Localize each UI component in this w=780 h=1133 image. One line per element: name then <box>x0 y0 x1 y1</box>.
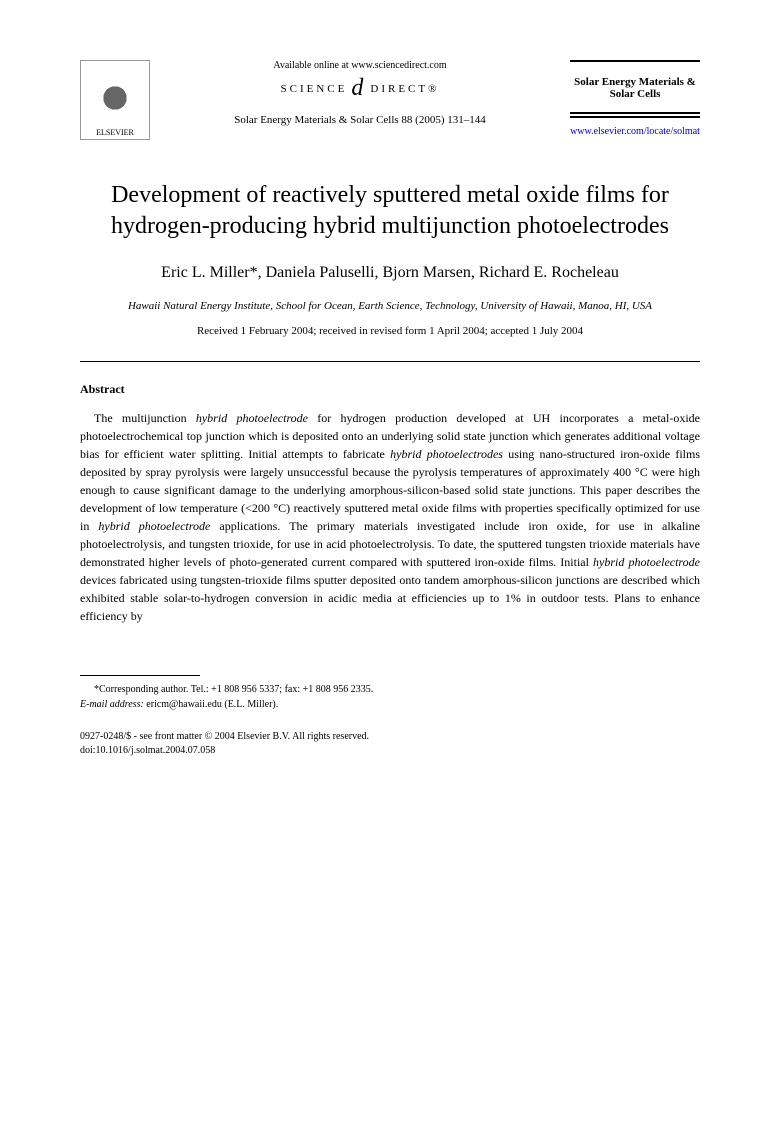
center-header: Available online at www.sciencedirect.co… <box>150 60 570 126</box>
journal-url[interactable]: www.elsevier.com/locate/solmat <box>570 126 700 137</box>
affiliation-line: Hawaii Natural Energy Institute, School … <box>80 299 700 313</box>
elsevier-tree-icon <box>90 78 140 128</box>
abstract-heading: Abstract <box>80 382 700 397</box>
copyright-text: 0927-0248/$ - see front matter © 2004 El… <box>80 731 369 742</box>
email-label: E-mail address: <box>80 699 144 710</box>
doi-text: doi:10.1016/j.solmat.2004.07.058 <box>80 745 215 756</box>
email-value: ericm@hawaii.edu (E.L. Miller). <box>146 699 278 710</box>
dates-line: Received 1 February 2004; received in re… <box>80 325 700 337</box>
article-title: Development of reactively sputtered meta… <box>100 180 680 242</box>
footer-divider <box>80 675 200 676</box>
journal-box: Solar Energy Materials & Solar Cells www… <box>570 60 700 137</box>
science-left: SCIENCE <box>281 83 348 95</box>
corresponding-author: *Corresponding author. Tel.: +1 808 956 … <box>80 682 700 712</box>
science-direct-logo: SCIENCE d DIRECT® <box>165 75 555 102</box>
abstract-divider <box>80 361 700 362</box>
copyright-block: 0927-0248/$ - see front matter © 2004 El… <box>80 730 700 758</box>
publisher-name: ELSEVIER <box>96 128 134 137</box>
abstract-body: The multijunction hybrid photoelectrode … <box>80 409 700 625</box>
corresponding-label: *Corresponding author. Tel.: +1 808 956 … <box>94 684 373 695</box>
authors-line: Eric L. Miller*, Daniela Paluselli, Bjor… <box>80 262 700 284</box>
science-right: DIRECT® <box>370 83 439 95</box>
publisher-logo: ELSEVIER <box>80 60 150 140</box>
available-online-text: Available online at www.sciencedirect.co… <box>165 60 555 71</box>
journal-name: Solar Energy Materials & Solar Cells <box>570 64 700 114</box>
citation-line: Solar Energy Materials & Solar Cells 88 … <box>165 114 555 126</box>
header-row: ELSEVIER Available online at www.science… <box>80 60 700 140</box>
science-d-icon: d <box>351 75 366 102</box>
journal-box-rule: Solar Energy Materials & Solar Cells <box>570 60 700 118</box>
